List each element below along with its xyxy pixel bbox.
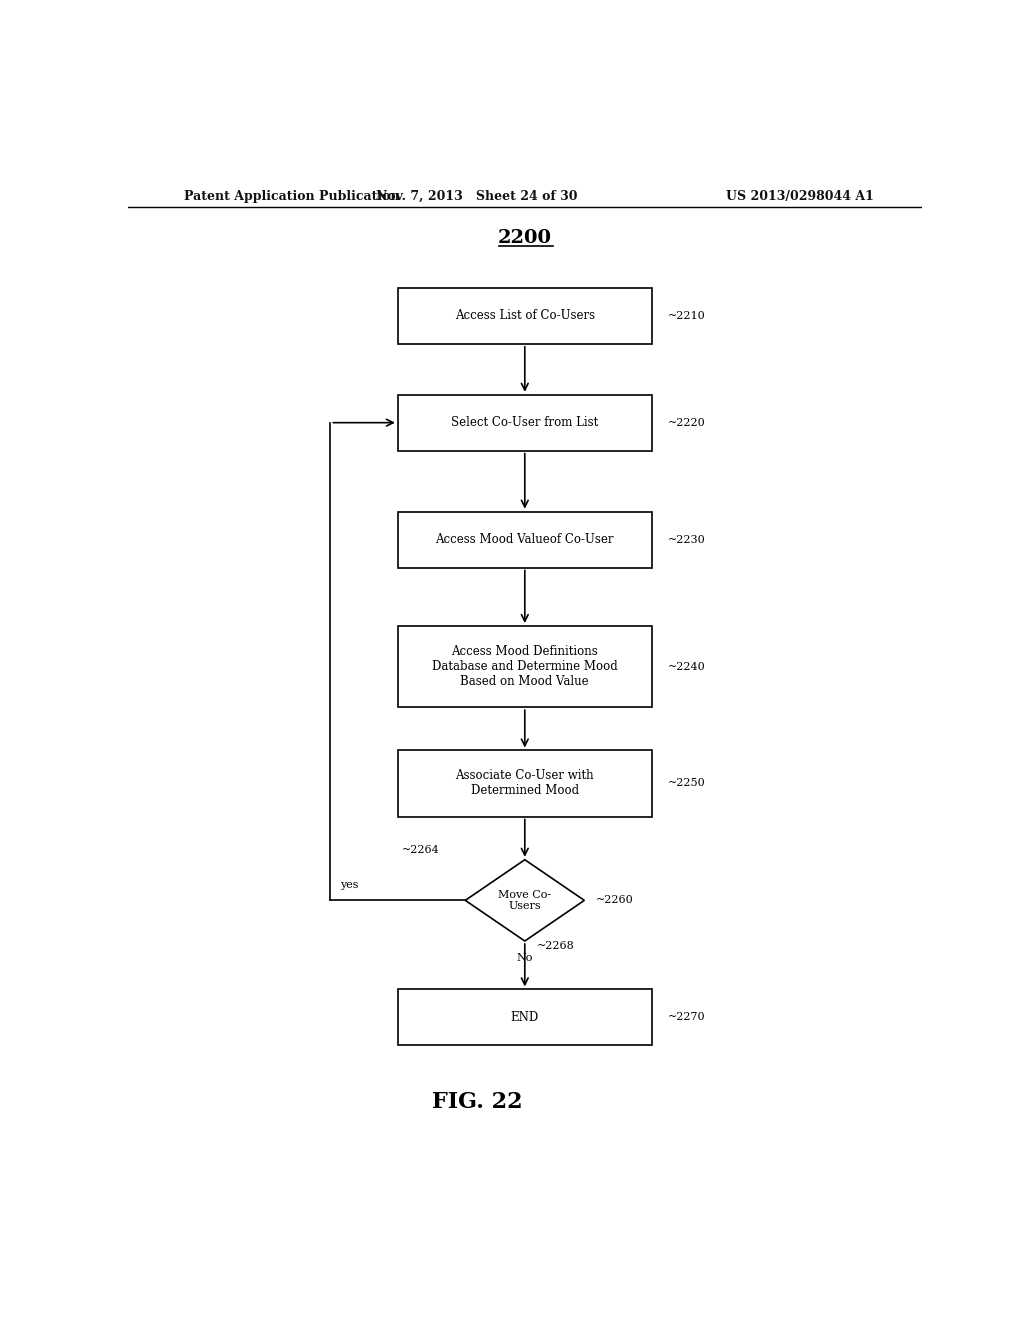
FancyBboxPatch shape — [397, 626, 651, 708]
Text: ~2250: ~2250 — [668, 779, 706, 788]
Text: Patent Application Publication: Patent Application Publication — [183, 190, 399, 202]
Text: FIG. 22: FIG. 22 — [432, 1090, 522, 1113]
Text: ~2268: ~2268 — [537, 941, 574, 952]
FancyBboxPatch shape — [397, 512, 651, 568]
FancyBboxPatch shape — [397, 288, 651, 345]
Text: ~2230: ~2230 — [668, 535, 706, 545]
Text: 2200: 2200 — [498, 228, 552, 247]
Text: ~2240: ~2240 — [668, 661, 706, 672]
Text: END: END — [511, 1011, 539, 1024]
Text: Move Co-
Users: Move Co- Users — [499, 890, 551, 911]
Text: yes: yes — [340, 880, 358, 890]
FancyBboxPatch shape — [397, 395, 651, 450]
Text: ~2260: ~2260 — [596, 895, 634, 906]
Text: Access List of Co-Users: Access List of Co-Users — [455, 309, 595, 322]
FancyBboxPatch shape — [397, 989, 651, 1045]
FancyBboxPatch shape — [397, 751, 651, 817]
Text: Access Mood Valueof Co-User: Access Mood Valueof Co-User — [435, 533, 614, 546]
Text: ~2210: ~2210 — [668, 312, 706, 321]
Text: No: No — [517, 953, 532, 964]
Text: ~2264: ~2264 — [401, 845, 439, 854]
Text: ~2220: ~2220 — [668, 417, 706, 428]
Text: ~2270: ~2270 — [668, 1012, 706, 1022]
Text: Nov. 7, 2013   Sheet 24 of 30: Nov. 7, 2013 Sheet 24 of 30 — [377, 190, 578, 202]
Text: Select Co-User from List: Select Co-User from List — [452, 416, 598, 429]
Polygon shape — [465, 859, 585, 941]
Text: Access Mood Definitions
Database and Determine Mood
Based on Mood Value: Access Mood Definitions Database and Det… — [432, 645, 617, 688]
Text: US 2013/0298044 A1: US 2013/0298044 A1 — [726, 190, 873, 202]
Text: Associate Co-User with
Determined Mood: Associate Co-User with Determined Mood — [456, 770, 594, 797]
